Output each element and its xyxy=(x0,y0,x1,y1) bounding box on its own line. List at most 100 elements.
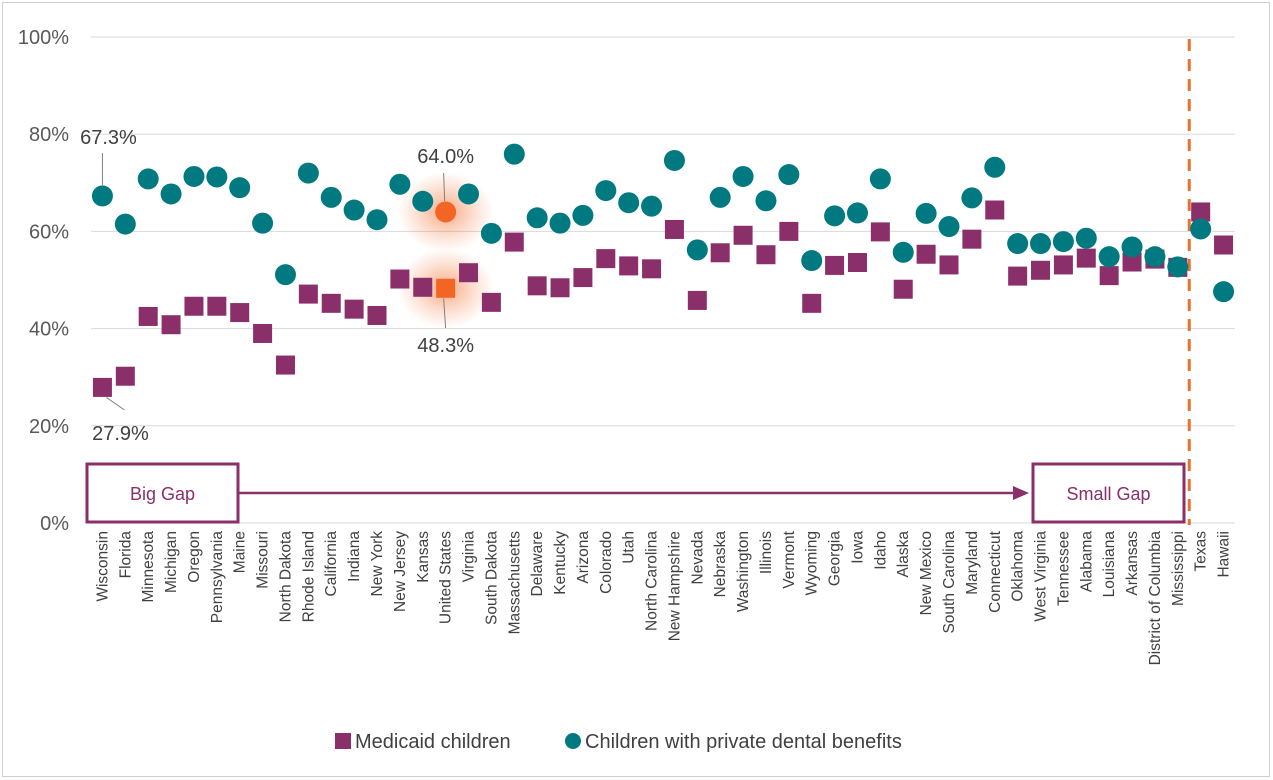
medicaid-marker xyxy=(321,293,341,313)
medicaid-marker xyxy=(1076,248,1096,268)
medicaid-marker xyxy=(527,276,547,296)
medicaid-marker xyxy=(253,323,273,343)
scatter-chart: 0% 20% 40% 60% 80% 100% Big Gap Small Gap Wisc… xyxy=(18,27,1235,753)
private-marker xyxy=(91,185,113,207)
medicaid-marker xyxy=(504,232,524,252)
y-tick-label: 80% xyxy=(29,124,69,146)
category-label: New Hampshire xyxy=(666,531,683,641)
private-marker xyxy=(915,202,937,224)
private-marker xyxy=(572,204,594,226)
medicaid-marker xyxy=(573,268,593,288)
medicaid-marker xyxy=(115,366,135,386)
private-marker xyxy=(274,264,296,286)
medicaid-marker xyxy=(1053,255,1073,275)
legend-private-marker xyxy=(565,733,581,749)
private-marker xyxy=(252,212,274,234)
annotation-leader xyxy=(443,298,447,329)
legend-private-label: Children with private dental benefits xyxy=(585,731,902,753)
medicaid-marker xyxy=(1191,202,1211,222)
medicaid-marker xyxy=(1008,266,1028,286)
private-marker xyxy=(160,183,182,205)
private-marker xyxy=(778,164,800,186)
category-label: Michigan xyxy=(163,531,180,593)
medicaid-marker xyxy=(344,299,364,319)
medicaid-marker xyxy=(802,293,822,313)
medicaid-marker xyxy=(92,377,112,397)
private-marker xyxy=(137,168,159,190)
private-marker xyxy=(114,213,136,235)
category-label: Tennessee xyxy=(1055,531,1072,606)
medicaid-marker xyxy=(1099,266,1119,286)
y-tick-label: 60% xyxy=(29,221,69,243)
category-label: Delaware xyxy=(529,531,546,596)
private-marker xyxy=(686,239,708,261)
data-annotations: 67.3% 27.9% 64.0% 48.3% xyxy=(80,127,474,445)
legend: Medicaid children Children with private d… xyxy=(335,731,902,753)
category-label: Pennsylvania xyxy=(209,531,226,624)
category-label: Maryland xyxy=(964,531,981,595)
private-marker xyxy=(846,202,868,224)
category-label: Texas xyxy=(1193,531,1210,572)
y-tick-label: 20% xyxy=(29,416,69,438)
private-marker xyxy=(595,180,617,202)
category-label: South Carolina xyxy=(941,531,958,634)
private-marker xyxy=(366,209,388,231)
private-marker xyxy=(229,177,251,199)
category-label: Maine xyxy=(232,531,249,573)
category-label: New Mexico xyxy=(918,531,935,615)
private-marker xyxy=(412,190,434,212)
private-marker xyxy=(297,162,319,184)
annotation-label: 67.3% xyxy=(80,127,137,149)
medicaid-marker xyxy=(847,253,867,273)
category-label: Georgia xyxy=(827,531,844,587)
category-label: North Carolina xyxy=(644,531,661,631)
category-label: South Dakota xyxy=(483,531,500,625)
private-marker xyxy=(1007,233,1029,255)
private-marker xyxy=(938,216,960,238)
private-marker xyxy=(869,168,891,190)
private-marker xyxy=(480,222,502,244)
medicaid-marker xyxy=(550,278,570,298)
category-label: Massachusetts xyxy=(506,531,523,635)
annotation-leader xyxy=(443,172,446,201)
category-label: Missouri xyxy=(255,531,272,589)
medicaid-marker xyxy=(962,229,982,249)
y-tick-label: 100% xyxy=(18,27,69,49)
medicaid-marker xyxy=(870,222,890,242)
big-gap-label: Big Gap xyxy=(130,484,195,504)
private-marker xyxy=(961,187,983,209)
medicaid-marker xyxy=(436,278,456,298)
private-marker xyxy=(618,192,640,214)
y-axis-ticks: 0% 20% 40% 60% 80% 100% xyxy=(18,27,69,535)
private-marker xyxy=(641,195,663,217)
private-marker xyxy=(1144,246,1166,268)
small-gap-box xyxy=(1031,462,1186,524)
medicaid-marker xyxy=(367,305,387,325)
medicaid-marker xyxy=(687,290,707,310)
medicaid-marker xyxy=(779,221,799,241)
medicaid-marker xyxy=(207,296,227,316)
private-marker xyxy=(458,183,480,205)
annotation-label: 64.0% xyxy=(417,146,474,168)
highlight-glow xyxy=(397,171,494,329)
medicaid-marker xyxy=(184,296,204,316)
gridlines xyxy=(91,36,1235,524)
medicaid-marker xyxy=(939,255,959,275)
private-marker xyxy=(1030,233,1052,255)
annotation-leader xyxy=(106,396,125,411)
private-marker xyxy=(503,143,525,165)
category-label: Mississippi xyxy=(1170,531,1187,606)
annotation-label: 27.9% xyxy=(92,423,149,445)
private-marker xyxy=(320,186,342,208)
private-marker xyxy=(1052,231,1074,253)
private-marker xyxy=(801,250,823,272)
private-marker xyxy=(663,149,685,171)
legend-medicaid-marker xyxy=(335,733,351,749)
gap-arrow-head xyxy=(1013,486,1029,500)
medicaid-marker xyxy=(893,279,913,299)
medicaid-marker xyxy=(733,225,753,245)
category-label: Virginia xyxy=(461,531,478,583)
category-label: Rhode Island xyxy=(300,531,317,622)
private-marker xyxy=(1167,256,1189,278)
